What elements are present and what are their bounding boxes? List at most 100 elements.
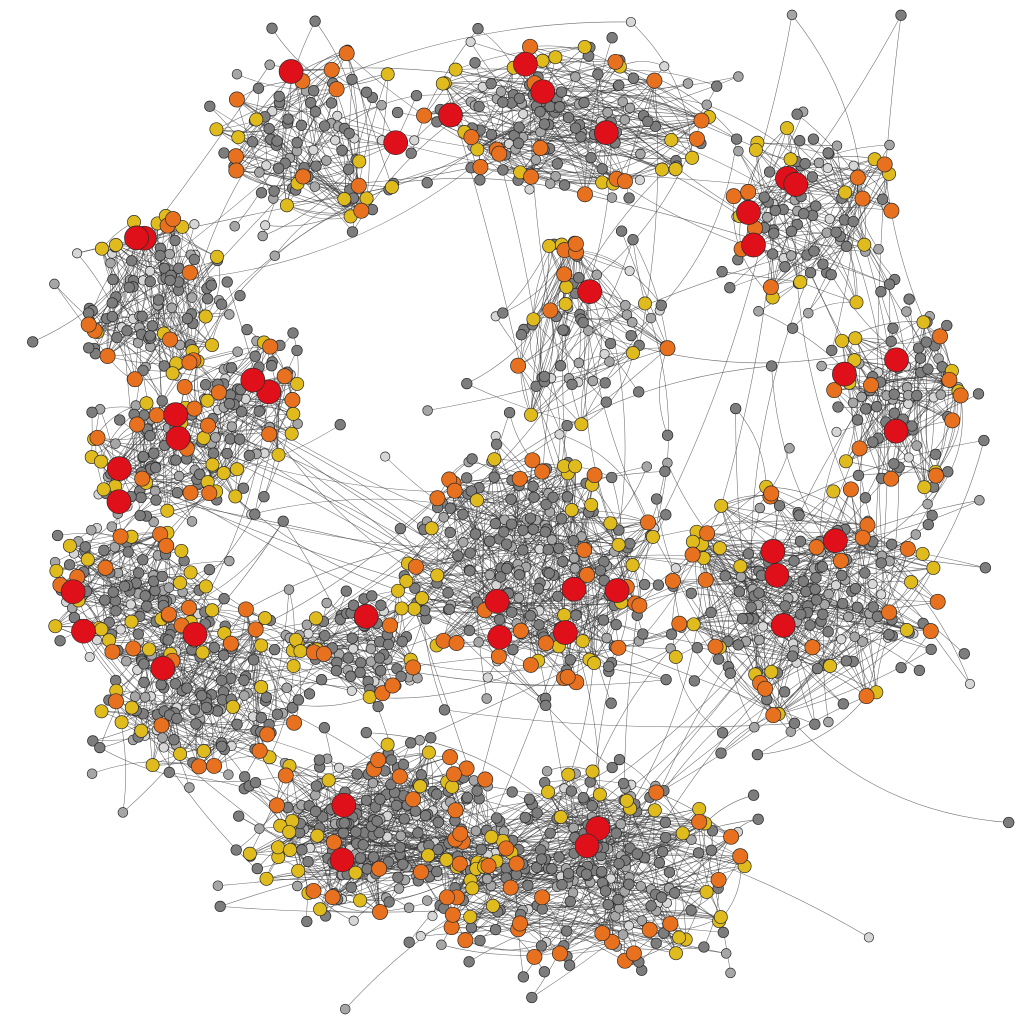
node-mid — [685, 150, 700, 165]
node-low-dark — [291, 137, 303, 149]
node-mid — [173, 575, 188, 590]
node-low-dark — [659, 816, 672, 829]
node-low-dark — [196, 689, 208, 702]
node-low-dark — [599, 885, 612, 897]
node-low-dark — [561, 491, 574, 503]
node-low-dark — [711, 80, 723, 92]
edge — [122, 617, 266, 813]
node-high — [944, 412, 961, 429]
edge — [179, 625, 195, 710]
edge — [101, 248, 177, 364]
node-low-mid — [438, 512, 449, 523]
node-low-dark — [107, 586, 119, 598]
node-low-dark — [485, 128, 498, 141]
node-low-dark — [318, 722, 331, 734]
edge — [849, 382, 908, 631]
node-low-mid — [186, 292, 198, 303]
edge — [578, 347, 668, 383]
edge — [850, 489, 874, 608]
node-low-dark — [223, 398, 236, 410]
node-low-dark — [171, 712, 183, 725]
edge — [692, 554, 914, 634]
node-low-dark — [421, 177, 433, 189]
node-low-mid — [857, 636, 868, 647]
node-low-dark — [397, 858, 409, 870]
node-mid — [699, 884, 714, 899]
node-low-mid — [587, 375, 599, 387]
node-low-dark — [193, 468, 206, 480]
edge — [884, 164, 959, 388]
node-low-light — [903, 452, 914, 463]
edge — [569, 923, 671, 966]
edge — [313, 90, 346, 200]
node-low-dark — [659, 465, 671, 478]
edge — [140, 497, 490, 576]
node-low-mid — [753, 306, 764, 317]
node-low-dark — [491, 812, 503, 824]
node-low-dark — [638, 578, 651, 591]
node-mid — [279, 198, 294, 213]
node-low-dark — [895, 9, 907, 21]
edge — [446, 897, 727, 954]
edge — [530, 243, 577, 415]
node-low-dark — [162, 634, 174, 646]
node-low-mid — [619, 114, 631, 126]
node-low-dark — [218, 147, 230, 159]
node-low-dark — [277, 515, 289, 527]
node-low-light — [91, 635, 103, 646]
node-low-mid — [224, 309, 235, 320]
node-low-dark — [464, 547, 476, 559]
node-low-dark — [569, 122, 582, 134]
node-low-dark — [238, 674, 250, 686]
node-low-mid — [232, 346, 243, 357]
edge — [517, 365, 569, 463]
node-low-dark — [795, 608, 807, 620]
node-low-dark — [553, 101, 566, 113]
node-mid — [258, 611, 272, 626]
node-low-dark — [200, 701, 213, 714]
node-mid — [430, 568, 445, 583]
node-low-mid — [321, 155, 332, 166]
node-low-dark — [922, 363, 934, 375]
node-low-dark — [292, 694, 305, 706]
node-low-dark — [443, 603, 455, 615]
node-low-mid — [393, 883, 405, 894]
edge — [466, 274, 565, 384]
node-mid — [485, 898, 500, 913]
node-low-mid — [615, 818, 627, 830]
node-low-dark — [241, 323, 253, 336]
node-low-dark — [768, 227, 780, 239]
node-low-mid — [224, 555, 235, 567]
edge — [796, 621, 867, 697]
node-low-dark — [498, 526, 510, 538]
node-low-dark — [566, 378, 578, 391]
node-low-dark — [156, 395, 168, 407]
node-low-dark — [136, 310, 148, 322]
node-low-dark — [830, 226, 842, 238]
node-low-dark — [372, 700, 384, 713]
node-mid — [470, 493, 484, 508]
edge — [532, 522, 649, 614]
edge — [278, 856, 361, 901]
node-low-dark — [463, 624, 476, 637]
node-low-dark — [296, 844, 308, 856]
node-low-mid — [164, 248, 175, 260]
edge — [315, 73, 388, 112]
node-mid — [542, 239, 557, 253]
node-low-dark — [580, 868, 593, 880]
edge — [279, 102, 617, 180]
node-low-dark — [224, 433, 236, 445]
node-low-light — [836, 634, 847, 645]
node-low-dark — [391, 106, 404, 119]
edge — [121, 721, 194, 764]
node-low-dark — [840, 655, 852, 667]
node-low-light — [125, 599, 136, 610]
node-low-mid — [604, 356, 615, 367]
node-low-dark — [225, 362, 238, 374]
node-low-dark — [650, 493, 663, 505]
edge — [484, 865, 626, 961]
edge — [665, 872, 677, 954]
node-low-dark — [556, 879, 568, 891]
node-mid — [196, 744, 211, 759]
node-low-dark — [137, 450, 149, 463]
